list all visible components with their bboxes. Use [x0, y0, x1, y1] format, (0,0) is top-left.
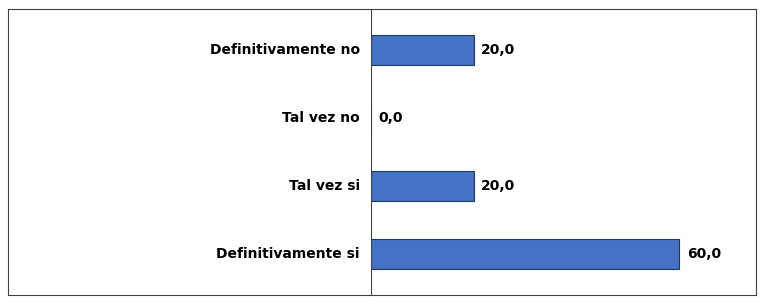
- Text: Definitivamente no: Definitivamente no: [210, 43, 360, 57]
- Bar: [371, 35, 474, 65]
- Text: Tal vez si: Tal vez si: [289, 179, 360, 193]
- Text: 60,0: 60,0: [687, 247, 721, 261]
- Text: 20,0: 20,0: [481, 179, 516, 193]
- Text: Definitivamente si: Definitivamente si: [216, 247, 360, 261]
- Bar: [371, 239, 679, 269]
- Bar: [371, 171, 474, 201]
- Text: Tal vez no: Tal vez no: [282, 111, 360, 125]
- Text: 0,0: 0,0: [378, 111, 403, 125]
- Text: 20,0: 20,0: [481, 43, 516, 57]
